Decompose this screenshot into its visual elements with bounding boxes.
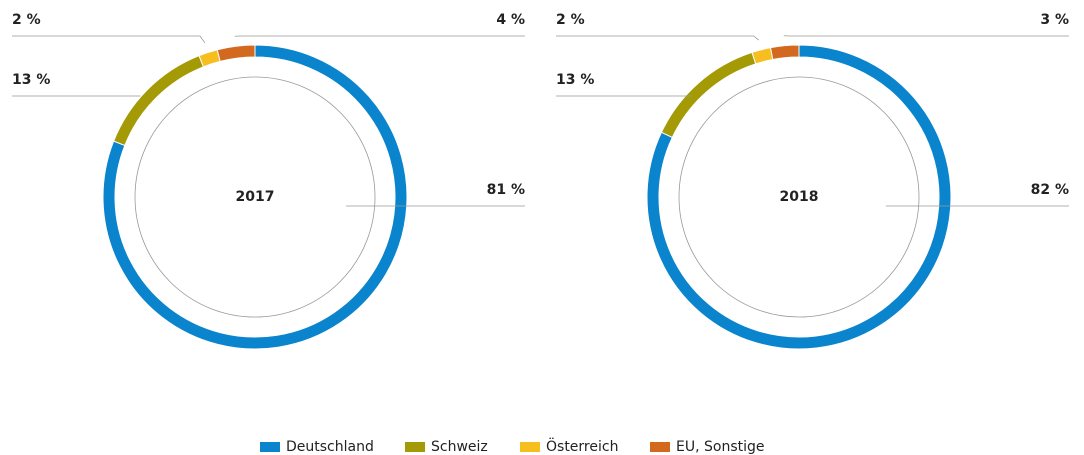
donut-segment <box>751 47 774 65</box>
center-label: 2018 <box>780 189 819 205</box>
value-label: 3 % <box>1040 12 1069 28</box>
donut-segment <box>769 44 800 61</box>
legend-swatch <box>260 442 280 452</box>
legend-swatch <box>405 442 425 452</box>
legend-label: Österreich <box>546 437 618 455</box>
donut-segment <box>216 44 256 63</box>
value-label: 2 % <box>556 12 585 28</box>
legend-label: EU, Sonstige <box>676 439 765 455</box>
leader-line <box>12 35 206 44</box>
center-label: 2017 <box>236 189 275 205</box>
legend-label: Deutschland <box>286 439 374 455</box>
legend-swatch <box>650 442 670 452</box>
value-label: 13 % <box>556 72 594 88</box>
inner-circle <box>134 76 376 318</box>
donut-segment <box>198 49 221 68</box>
value-label: 2 % <box>12 12 41 28</box>
legend-swatch <box>520 442 540 452</box>
value-label: 4 % <box>496 12 525 28</box>
leader-line <box>556 35 759 41</box>
inner-circle <box>678 76 920 318</box>
legend-label: Schweiz <box>431 439 488 455</box>
donut-segment <box>660 51 757 139</box>
value-label: 81 % <box>487 182 525 198</box>
value-label: 82 % <box>1031 182 1069 198</box>
donut-segment <box>113 55 205 147</box>
value-label: 13 % <box>12 72 50 88</box>
